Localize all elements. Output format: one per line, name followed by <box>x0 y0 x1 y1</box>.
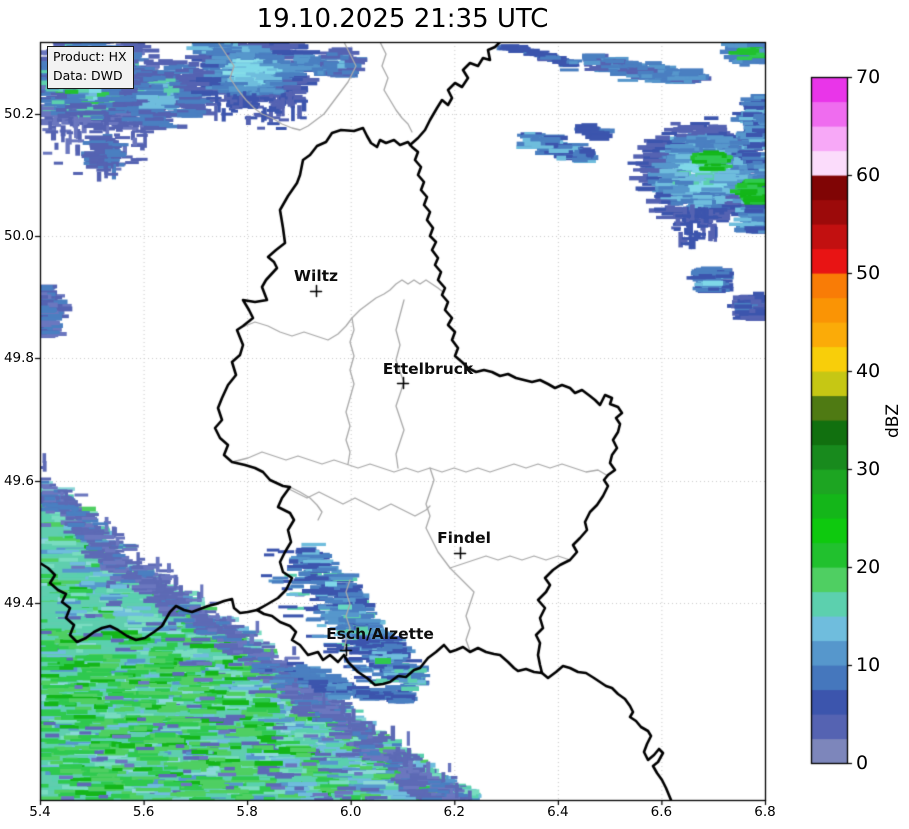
x-tick-label: 5.8 <box>236 804 258 820</box>
city-label-findel: Findel <box>437 529 491 547</box>
colorbar-tick-label: 10 <box>856 654 881 676</box>
y-tick-label: 49.4 <box>3 595 34 611</box>
x-tick-label: 6.0 <box>339 804 362 820</box>
x-tick-label: 6.6 <box>650 804 673 820</box>
data-source-line: Data: DWD <box>53 67 123 83</box>
x-tick-label: 6.8 <box>754 804 776 820</box>
colorbar-tick-label: 0 <box>856 752 869 774</box>
y-tick-label: 49.8 <box>3 350 34 366</box>
colorbar-tick-label: 20 <box>856 556 881 578</box>
product-line: Product: HX <box>53 49 127 64</box>
figure-title: 19.10.2025 21:35 UTC <box>256 4 549 34</box>
city-label-wiltz: Wiltz <box>293 267 339 285</box>
colorbar-tick-label: 60 <box>856 164 881 186</box>
colorbar-tick-label: 30 <box>856 458 881 480</box>
y-tick-label: 50.0 <box>3 228 34 244</box>
x-tick-label: 6.4 <box>547 804 569 820</box>
city-label-esch-alzette: Esch/Alzette <box>326 625 434 643</box>
x-tick-label: 5.4 <box>29 804 51 820</box>
colorbar-axis-label: dBZ <box>883 403 903 439</box>
product-info-box: Product: HX Data: DWD <box>47 46 134 89</box>
y-tick-label: 49.6 <box>3 473 34 489</box>
x-tick-label: 6.2 <box>443 804 466 820</box>
colorbar-tick-label: 70 <box>856 66 881 88</box>
city-label-ettelbruck: Ettelbruck <box>382 360 474 378</box>
colorbar-tick-label: 50 <box>856 262 881 284</box>
y-tick-label: 50.2 <box>3 106 34 122</box>
x-tick-label: 5.6 <box>132 804 155 820</box>
colorbar-tick-label: 40 <box>856 360 881 382</box>
